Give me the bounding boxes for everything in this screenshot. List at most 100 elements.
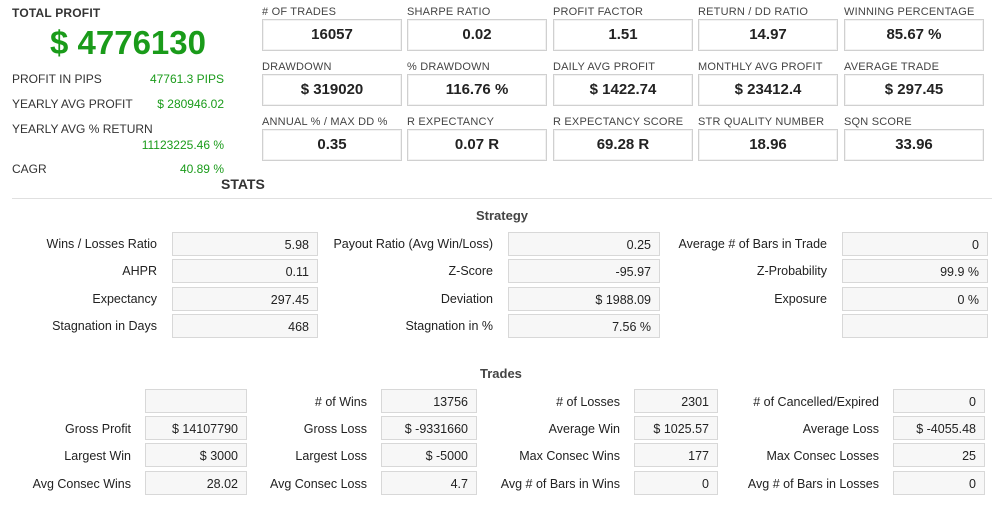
metric-value: 116.76 % xyxy=(407,74,547,106)
metric-drawdown: DRAWDOWN $ 319020 xyxy=(262,61,402,106)
trades-value: 2301 xyxy=(634,389,718,413)
metric-winning-percentage: WINNING PERCENTAGE 85.67 % xyxy=(844,6,984,51)
strategy-value: 7.56 % xyxy=(508,314,660,338)
metric-annual-max-dd: ANNUAL % / MAX DD % 0.35 xyxy=(262,116,402,161)
trades-label: # of Cancelled/Expired xyxy=(753,395,879,409)
metric-average-trade: AVERAGE TRADE $ 297.45 xyxy=(844,61,984,106)
metric-pct-drawdown: % DRAWDOWN 116.76 % xyxy=(407,61,547,106)
metric-label: SHARPE RATIO xyxy=(407,6,491,18)
metric-label: PROFIT FACTOR xyxy=(553,6,644,18)
metric-label: DRAWDOWN xyxy=(262,61,332,73)
strategy-value: 297.45 xyxy=(172,287,318,311)
trades-value: 177 xyxy=(634,443,718,467)
metric-daily-avg-profit: DAILY AVG PROFIT $ 1422.74 xyxy=(553,61,693,106)
stats-title: STATS xyxy=(221,176,265,192)
metric-r-expectancy: R EXPECTANCY 0.07 R xyxy=(407,116,547,161)
trades-label: Average Loss xyxy=(802,422,879,436)
trades-value: 0 xyxy=(893,389,985,413)
trades-section-title: Trades xyxy=(480,366,522,381)
trades-value: 0 xyxy=(893,471,985,495)
metric-value: 14.97 xyxy=(698,19,838,51)
summary-row-label: PROFIT IN PIPS xyxy=(12,72,102,86)
metric-sqn-score: SQN SCORE 33.96 xyxy=(844,116,984,161)
strategy-value: 99.9 % xyxy=(842,259,988,283)
metric-label: SQN SCORE xyxy=(844,116,912,128)
metric-value: 33.96 xyxy=(844,129,984,161)
strategy-label: AHPR xyxy=(122,264,157,278)
metric-label: STR QUALITY NUMBER xyxy=(698,116,825,128)
total-profit-label: TOTAL PROFIT xyxy=(12,6,101,20)
trades-label: Avg Consec Wins xyxy=(32,477,131,491)
summary-panel: TOTAL PROFIT $ 4776130 PROFIT IN PIPS 47… xyxy=(12,6,224,176)
strategy-value: 0.25 xyxy=(508,232,660,256)
strategy-label: Average # of Bars in Trade xyxy=(678,237,827,251)
strategy-label: Stagnation in Days xyxy=(52,319,157,333)
summary-row-profit-pips: PROFIT IN PIPS 47761.3 PIPS xyxy=(12,72,224,86)
metric-value: $ 23412.4 xyxy=(698,74,838,106)
metric-value: 0.02 xyxy=(407,19,547,51)
trades-label: # of Wins xyxy=(314,395,367,409)
metric-label: R EXPECTANCY SCORE xyxy=(553,116,684,128)
metric-str-quality-number: STR QUALITY NUMBER 18.96 xyxy=(698,116,838,161)
trades-value: 0 xyxy=(634,471,718,495)
strategy-section-title: Strategy xyxy=(476,208,529,223)
metric-r-expectancy-score: R EXPECTANCY SCORE 69.28 R xyxy=(553,116,693,161)
summary-row-label: YEARLY AVG % RETURN xyxy=(12,122,153,136)
trades-label: Avg Consec Loss xyxy=(269,477,367,491)
trades-value: $ 14107790 xyxy=(145,416,247,440)
summary-row-yearly-avg-return: YEARLY AVG % RETURN xyxy=(12,122,224,136)
strategy-value: 468 xyxy=(172,314,318,338)
metric-value: 0.07 R xyxy=(407,129,547,161)
metric-num-trades: # OF TRADES 16057 xyxy=(262,6,402,51)
metric-label: R EXPECTANCY xyxy=(407,116,495,128)
trades-value: $ 1025.57 xyxy=(634,416,718,440)
trades-value: 13756 xyxy=(381,389,477,413)
trades-label: Gross Profit xyxy=(65,422,131,436)
metric-label: # OF TRADES xyxy=(262,6,337,18)
total-profit-value: $ 4776130 xyxy=(50,24,206,61)
strategy-label: Deviation xyxy=(440,292,493,306)
strategy-label: Z-Score xyxy=(448,264,493,278)
trades-value: 4.7 xyxy=(381,471,477,495)
trades-label: Largest Win xyxy=(64,449,131,463)
metric-label: ANNUAL % / MAX DD % xyxy=(262,116,388,128)
strategy-value: 0 % xyxy=(842,287,988,311)
trades-label: Max Consec Losses xyxy=(766,449,879,463)
trades-value: $ -4055.48 xyxy=(893,416,985,440)
metric-value: 85.67 % xyxy=(844,19,984,51)
trades-value-empty xyxy=(145,389,247,413)
metric-label: WINNING PERCENTAGE xyxy=(844,6,975,18)
strategy-value-empty xyxy=(842,314,988,338)
trades-label: Gross Loss xyxy=(303,422,367,436)
metric-label: RETURN / DD RATIO xyxy=(698,6,809,18)
trades-label: Max Consec Wins xyxy=(519,449,620,463)
metric-value: 0.35 xyxy=(262,129,402,161)
trades-value: 25 xyxy=(893,443,985,467)
metric-value: $ 1422.74 xyxy=(553,74,693,106)
metric-value: 1.51 xyxy=(553,19,693,51)
metric-label: DAILY AVG PROFIT xyxy=(553,61,656,73)
metric-label: AVERAGE TRADE xyxy=(844,61,940,73)
metric-value: 18.96 xyxy=(698,129,838,161)
metric-value: $ 297.45 xyxy=(844,74,984,106)
trades-value: $ -9331660 xyxy=(381,416,477,440)
summary-row-label: YEARLY AVG PROFIT xyxy=(12,97,133,111)
summary-row-value: 40.89 % xyxy=(179,162,224,176)
strategy-value: 0 xyxy=(842,232,988,256)
trades-label: Largest Loss xyxy=(295,449,367,463)
trades-value: $ 3000 xyxy=(145,443,247,467)
metric-return-dd-ratio: RETURN / DD RATIO 14.97 xyxy=(698,6,838,51)
summary-row-value: $ 280946.02 xyxy=(157,97,224,111)
strategy-label: Stagnation in % xyxy=(405,319,493,333)
trades-label: # of Losses xyxy=(556,395,620,409)
strategy-label: Z-Probability xyxy=(756,264,827,278)
trades-label: Avg # of Bars in Wins xyxy=(500,477,620,491)
summary-row-value: 11123225.46 % xyxy=(141,138,224,152)
metric-value: $ 319020 xyxy=(262,74,402,106)
metric-sharpe-ratio: SHARPE RATIO 0.02 xyxy=(407,6,547,51)
strategy-label: Payout Ratio (Avg Win/Loss) xyxy=(333,237,493,251)
metric-profit-factor: PROFIT FACTOR 1.51 xyxy=(553,6,693,51)
metric-monthly-avg-profit: MONTHLY AVG PROFIT $ 23412.4 xyxy=(698,61,838,106)
strategy-label: Wins / Losses Ratio xyxy=(46,237,157,251)
summary-row-cagr: CAGR 40.89 % xyxy=(12,162,224,176)
